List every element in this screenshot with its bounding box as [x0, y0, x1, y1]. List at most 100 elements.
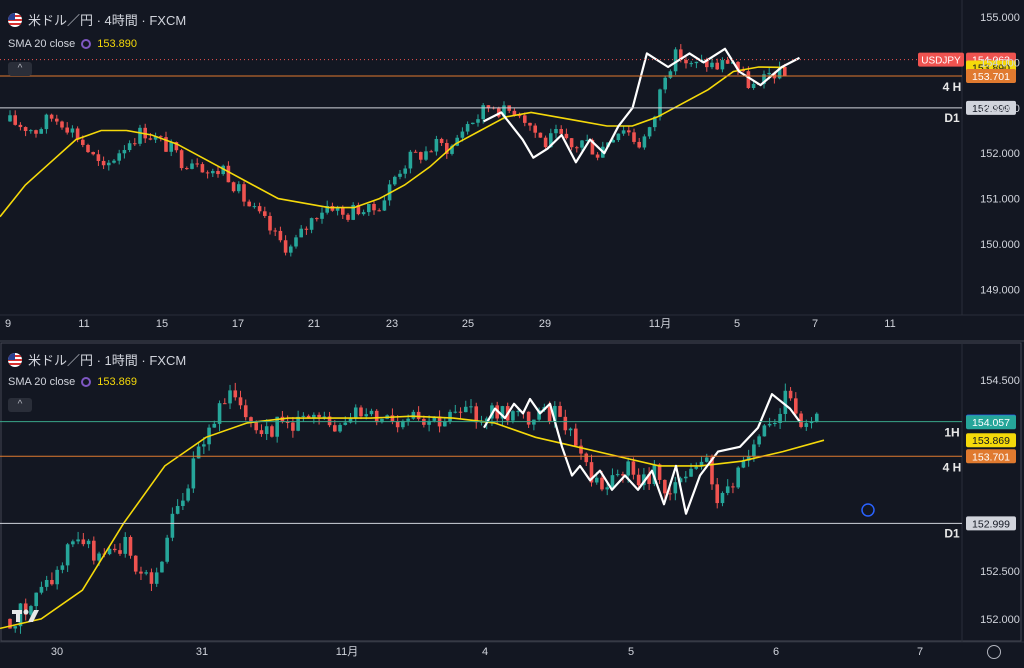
candle-body [554, 129, 558, 134]
bottom-y-ticks-group: 154.500 152.500 152.000 [980, 375, 1020, 626]
x-tick-label: 21 [308, 318, 320, 330]
candle-body [736, 61, 740, 70]
candle-body [149, 572, 154, 584]
candle-body [413, 151, 418, 153]
x-tick-label: 11 [884, 318, 895, 330]
candle-body [170, 513, 175, 538]
y-tick-label: 152.000 [980, 614, 1020, 626]
bottom-collapse-chevron-icon[interactable]: ^ [8, 398, 32, 412]
candle-body [432, 416, 437, 421]
pane-separator[interactable] [0, 340, 1024, 342]
candle-body [367, 203, 371, 213]
candle-body [205, 172, 210, 174]
candle-body [257, 206, 262, 212]
top-indicator-value: 153.890 [97, 38, 138, 50]
candle-body [526, 411, 531, 425]
x-tick-label: 7 [812, 318, 818, 330]
candle-body [75, 128, 80, 140]
bottom-sma-group [0, 415, 825, 630]
tradingview-logo-icon[interactable] [12, 608, 40, 624]
bottom-pane-border [0, 342, 1022, 642]
top-collapse-chevron-icon[interactable]: ^ [8, 62, 32, 76]
candle-body [573, 428, 578, 446]
candle-body [657, 464, 662, 480]
bottom-indicator-row[interactable]: SMA 20 close 153.869 [8, 376, 137, 388]
candle-body [585, 139, 589, 141]
x-tick-label: 25 [462, 318, 474, 330]
candle-body [684, 59, 688, 64]
level-name-label: 4 H [943, 460, 962, 474]
candle-body [689, 468, 693, 477]
candle-body [589, 462, 594, 483]
candle-body [558, 405, 562, 417]
candle-body [636, 474, 641, 486]
candle-body [590, 139, 595, 155]
candle-body [673, 49, 678, 72]
candle-body [553, 405, 557, 422]
candle-body [8, 115, 12, 122]
candle-body [309, 218, 314, 230]
candle-body [647, 127, 652, 137]
candle-body [448, 411, 452, 422]
candle-body [631, 461, 636, 475]
candle-body [647, 474, 651, 484]
candle-body [71, 541, 75, 545]
candle-body [195, 163, 199, 165]
candle-body [610, 475, 615, 488]
indicator-settings-icon[interactable] [81, 39, 92, 49]
candle-body [117, 153, 121, 161]
candle-body [306, 415, 311, 419]
candle-body [216, 170, 220, 175]
candle-body [434, 138, 439, 152]
indicator-settings-icon[interactable] [81, 377, 92, 387]
candle-body [304, 228, 309, 230]
candle-body [65, 127, 69, 133]
candle-body [777, 66, 782, 79]
candle-body [663, 77, 667, 90]
candle-body [86, 540, 91, 545]
candle-body [390, 415, 395, 422]
candle-body [55, 569, 59, 585]
candle-body [427, 420, 431, 425]
candle-body [658, 89, 662, 117]
candle-body [481, 105, 485, 120]
candle-body [439, 138, 444, 144]
candle-body [29, 130, 33, 132]
candle-body [179, 150, 184, 169]
y-tick-label: 152.500 [980, 566, 1020, 578]
candle-body [325, 205, 329, 213]
candle-body [299, 228, 303, 238]
candle-body [29, 606, 33, 615]
candle-body [605, 487, 610, 490]
level-name-label: D1 [944, 526, 960, 540]
candle-body [65, 544, 70, 566]
candle-body [725, 60, 730, 64]
candle-body [668, 71, 673, 78]
candle-body [382, 200, 387, 211]
candle-body [547, 407, 552, 422]
candle-body [429, 151, 433, 153]
price-tag [966, 433, 1016, 448]
candle-body [762, 425, 767, 437]
candle-body [694, 61, 699, 64]
candle-body [60, 121, 64, 128]
candle-body [254, 422, 259, 431]
top-chart-title-row: 米ドル／円 · 4時間 · FXCM [8, 10, 186, 29]
crosshair-marker-icon[interactable] [861, 503, 875, 517]
candle-body [196, 446, 201, 459]
candle-body [377, 210, 381, 212]
top-chart-title: 米ドル／円 · 4時間 · FXCM [28, 13, 187, 28]
settings-gear-icon[interactable] [987, 645, 1001, 659]
candle-body [523, 115, 527, 123]
candle-body [212, 423, 217, 428]
candle-body [233, 390, 238, 398]
candle-body [443, 421, 447, 427]
candle-body [112, 160, 116, 163]
candle-body [86, 144, 90, 153]
candle-body [237, 184, 241, 192]
top-indicator-row[interactable]: SMA 20 close 153.890 [8, 38, 137, 50]
candle-body [814, 413, 819, 422]
